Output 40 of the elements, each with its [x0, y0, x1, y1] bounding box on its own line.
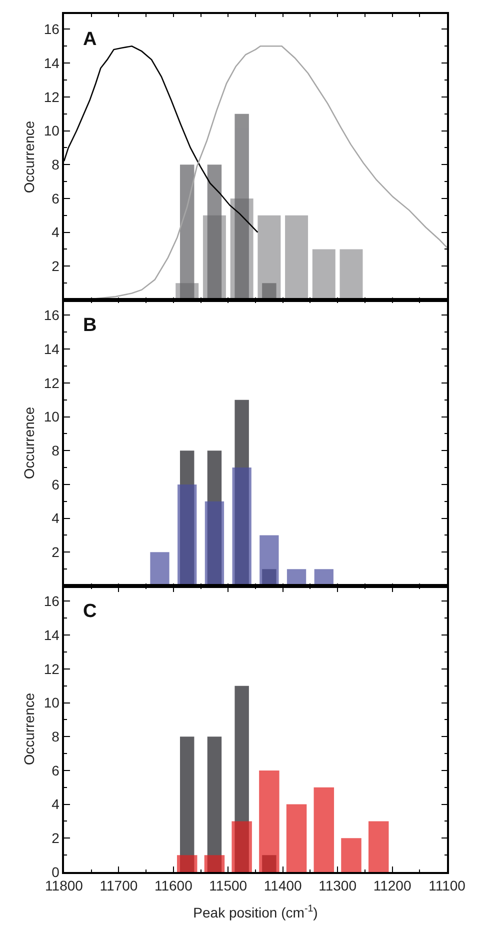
- y-tick-label: 16: [44, 307, 60, 324]
- text: C: [83, 601, 97, 622]
- y-axis-title: Occurrence: [20, 406, 37, 480]
- y-tick-label: 0: [52, 864, 60, 880]
- x-tick-label: 11800: [45, 878, 84, 894]
- text: B: [83, 315, 97, 336]
- y-tick-label: 4: [52, 796, 60, 812]
- y-tick-label: 8: [52, 156, 60, 173]
- x-tick-label: 11400: [264, 878, 302, 894]
- y-tick-label: 14: [44, 626, 60, 643]
- x-tick-label: 11100: [428, 878, 466, 894]
- y-tick-label: 4: [52, 510, 60, 526]
- y-tick-label: 2: [52, 830, 60, 846]
- y-tick-label: 14: [44, 340, 60, 357]
- y-tick-label: 16: [44, 21, 60, 38]
- y-tick-label: 6: [52, 762, 60, 778]
- y-tick-label: 4: [52, 224, 60, 240]
- y-tick-label: 10: [44, 408, 60, 425]
- y-tick-label: 8: [52, 728, 60, 745]
- x-tick-label: 11200: [373, 878, 412, 894]
- x-axis-title: Peak position (cm$^{-1}$): [193, 903, 318, 920]
- y-tick-label: 14: [44, 54, 60, 71]
- text: A: [83, 29, 97, 50]
- x-tick-label: 11300: [318, 878, 357, 894]
- y-axis-title: Occurrence: [20, 692, 37, 766]
- y-tick-label: 10: [44, 694, 60, 711]
- y-tick-label: 2: [52, 258, 60, 274]
- y-tick-label: 2: [52, 544, 60, 560]
- y-tick-label: 10: [44, 122, 60, 139]
- y-tick-label: 6: [52, 190, 60, 206]
- y-tick-label: 16: [44, 593, 60, 610]
- y-tick-label: 12: [44, 88, 60, 105]
- y-axis-title: Occurrence: [20, 120, 37, 194]
- x-tick-label: 11500: [209, 878, 248, 894]
- y-tick-label: 12: [44, 660, 60, 677]
- x-tick-label: 11600: [154, 878, 193, 894]
- x-tick-label: 11700: [100, 878, 138, 894]
- y-tick-label: 12: [44, 374, 60, 391]
- y-tick-label: 6: [52, 476, 60, 492]
- y-tick-label: 8: [52, 442, 60, 459]
